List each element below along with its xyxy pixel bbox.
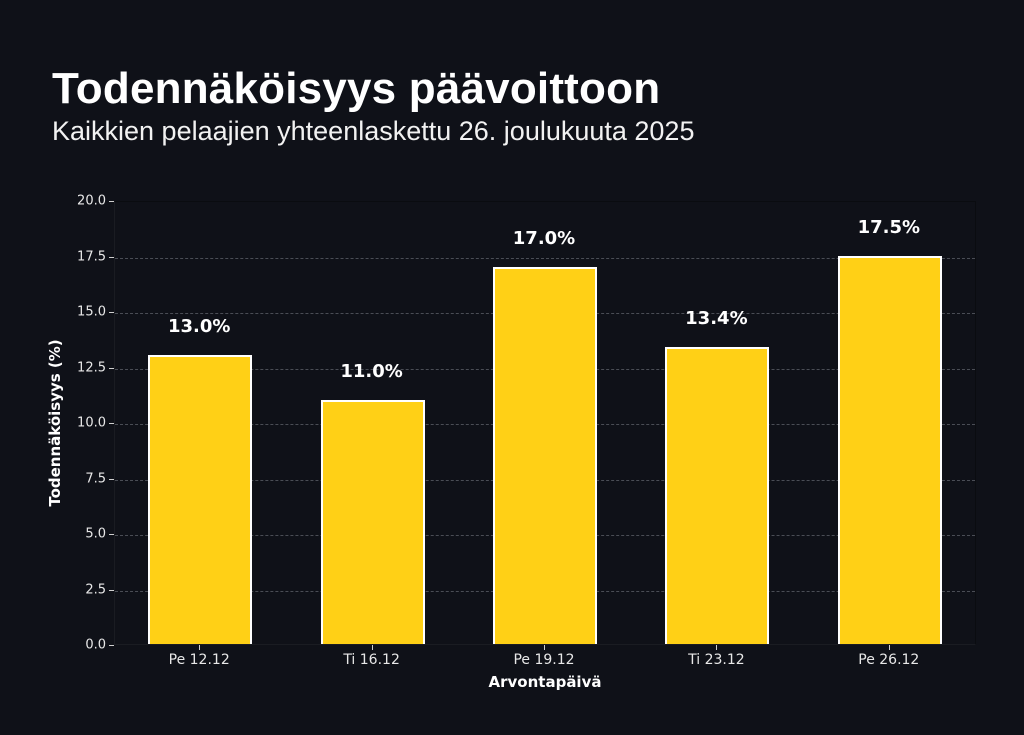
x-tick-mark bbox=[888, 645, 890, 650]
bar-value-label: 13.4% bbox=[685, 307, 748, 329]
bar bbox=[148, 355, 253, 644]
gridline bbox=[115, 257, 975, 259]
y-tick-label: 7.5 bbox=[85, 471, 106, 486]
bar bbox=[837, 255, 942, 644]
bar bbox=[320, 399, 425, 644]
y-tick-mark bbox=[109, 423, 114, 424]
x-axis-label: Arvontapäivä bbox=[488, 673, 602, 691]
bar bbox=[493, 266, 597, 644]
x-tick-mark bbox=[371, 645, 373, 650]
x-tick-label: Ti 16.12 bbox=[343, 652, 400, 668]
bar-value-label: 17.5% bbox=[857, 216, 921, 238]
x-tick-label: Pe 26.12 bbox=[858, 652, 920, 668]
bar bbox=[665, 346, 770, 644]
chart-subtitle: Kaikkien pelaajien yhteenlaskettu 26. jo… bbox=[52, 116, 695, 146]
y-tick-mark bbox=[109, 256, 114, 258]
x-tick-mark bbox=[716, 645, 718, 650]
y-tick-label: 17.5 bbox=[77, 249, 106, 264]
y-tick-mark bbox=[109, 589, 114, 591]
y-tick-mark bbox=[109, 645, 114, 646]
plot-area bbox=[114, 201, 976, 645]
y-tick-label: 15.0 bbox=[77, 304, 106, 320]
chart-title: Todennäköisyys päävoittoon bbox=[52, 64, 661, 113]
y-tick-label: 12.5 bbox=[77, 360, 106, 375]
y-tick-mark bbox=[109, 201, 114, 202]
y-tick-label: 0.0 bbox=[85, 637, 106, 653]
bar-value-label: 11.0% bbox=[340, 360, 403, 382]
x-tick-mark bbox=[544, 645, 545, 650]
x-tick-label: Ti 23.12 bbox=[688, 652, 745, 668]
x-tick-label: Pe 12.12 bbox=[168, 652, 230, 668]
y-tick-label: 10.0 bbox=[77, 415, 106, 431]
y-tick-mark bbox=[109, 367, 114, 369]
y-tick-mark bbox=[109, 534, 114, 535]
y-tick-label: 2.5 bbox=[85, 582, 106, 597]
y-tick-label: 20.0 bbox=[77, 193, 106, 209]
bar-value-label: 17.0% bbox=[512, 227, 576, 249]
x-tick-label: Pe 19.12 bbox=[513, 652, 575, 668]
x-tick-mark bbox=[199, 645, 201, 650]
y-tick-mark bbox=[109, 312, 114, 313]
bar-value-label: 13.0% bbox=[167, 316, 231, 338]
y-tick-label: 5.0 bbox=[85, 526, 106, 542]
y-tick-mark bbox=[109, 478, 114, 480]
